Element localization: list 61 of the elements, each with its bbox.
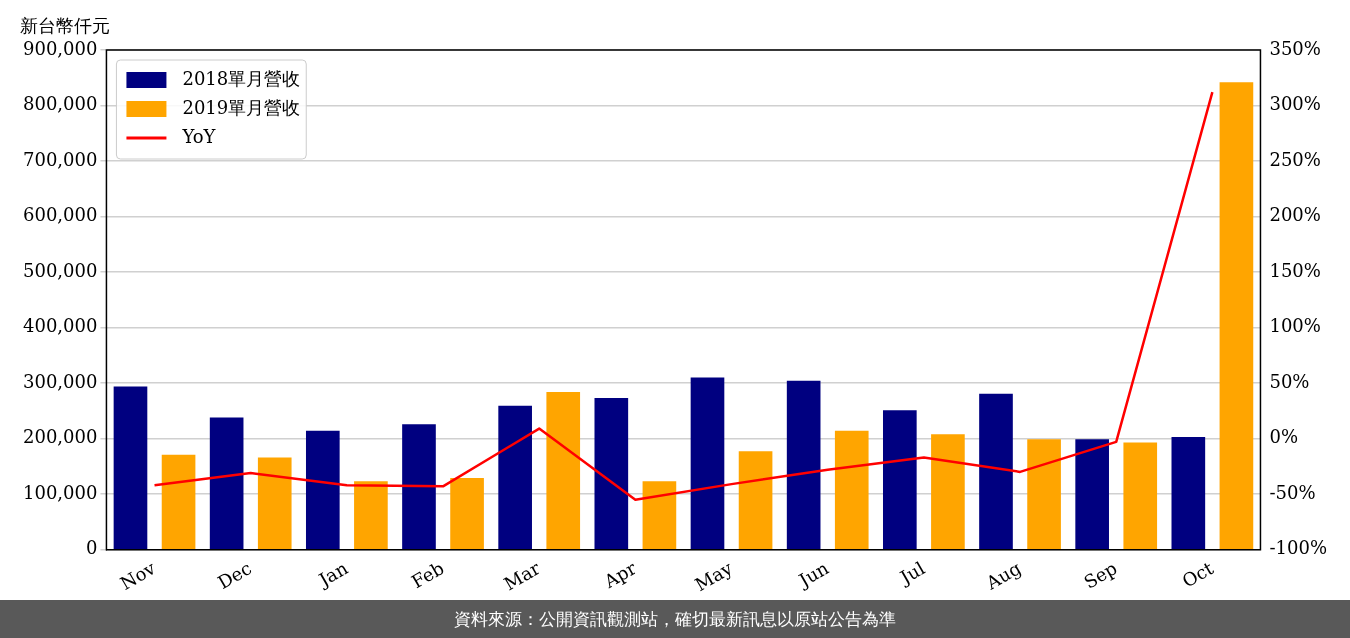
legend-label: 2019單月營收 [182, 96, 301, 118]
y-tick-label: 500,000 [23, 259, 98, 281]
bar [546, 391, 581, 549]
bar [979, 393, 1013, 549]
y-tick-label: 600,000 [23, 204, 98, 226]
bar [450, 478, 484, 549]
y-axis-title: 新台幣仟元 [20, 14, 110, 38]
y-tick-label: 700,000 [23, 148, 98, 170]
bar [1171, 436, 1206, 549]
bar [1123, 442, 1158, 549]
bar [883, 410, 917, 549]
x-tick-label: Sep [1080, 557, 1121, 593]
bar [1027, 439, 1061, 549]
y2-tick-label: 0% [1269, 426, 1299, 448]
x-tick-label: Apr [599, 557, 641, 593]
y-tick-label: 900,000 [23, 37, 98, 59]
x-tick-label: Jul [894, 557, 929, 589]
y-tick-label: 200,000 [23, 426, 98, 448]
y2-tick-label: -50% [1269, 481, 1316, 503]
y-tick-label: 300,000 [23, 370, 98, 392]
bar [161, 454, 196, 549]
bar [786, 380, 821, 549]
bar [209, 417, 244, 549]
bar [1075, 439, 1109, 549]
bar [354, 481, 388, 549]
y-tick-label: 400,000 [23, 315, 98, 337]
bar [257, 457, 292, 549]
x-tick-label: Mar [500, 557, 544, 595]
bar [690, 377, 725, 549]
bar [594, 398, 629, 549]
y2-tick-label: 250% [1269, 148, 1321, 170]
y2-tick-label: 200% [1269, 204, 1321, 226]
x-tick-label: Aug [981, 557, 1025, 595]
bar [834, 430, 869, 549]
bar [1219, 82, 1254, 549]
x-tick-label: Jun [793, 557, 833, 592]
x-tick-label: May [691, 556, 737, 596]
x-tick-label: Nov [116, 556, 160, 594]
source-note: 資料來源：公開資訊觀測站，確切最新訊息以原站公告為準 [0, 600, 1350, 638]
x-tick-label: Jan [313, 557, 352, 592]
y2-tick-label: 50% [1269, 370, 1310, 392]
y-tick-label: 800,000 [23, 93, 98, 115]
bar [931, 434, 965, 549]
y2-tick-label: 100% [1269, 315, 1321, 337]
y2-tick-label: 150% [1269, 259, 1321, 281]
y-tick-label: 100,000 [23, 481, 98, 503]
bar [402, 424, 436, 549]
bar [642, 481, 677, 549]
x-tick-label: Feb [407, 557, 448, 593]
bar [113, 386, 148, 549]
y2-tick-label: 300% [1269, 93, 1321, 115]
bar [738, 451, 773, 549]
bar [305, 430, 340, 549]
x-tick-label: Oct [1178, 556, 1218, 592]
legend-label: 2018單月營收 [182, 67, 301, 89]
bar [498, 405, 532, 549]
legend-label: YoY [181, 125, 217, 147]
y2-tick-label: -100% [1269, 537, 1327, 559]
y2-tick-label: 350% [1269, 37, 1321, 59]
y-tick-label: 0 [85, 537, 98, 559]
x-tick-label: Dec [214, 557, 256, 594]
